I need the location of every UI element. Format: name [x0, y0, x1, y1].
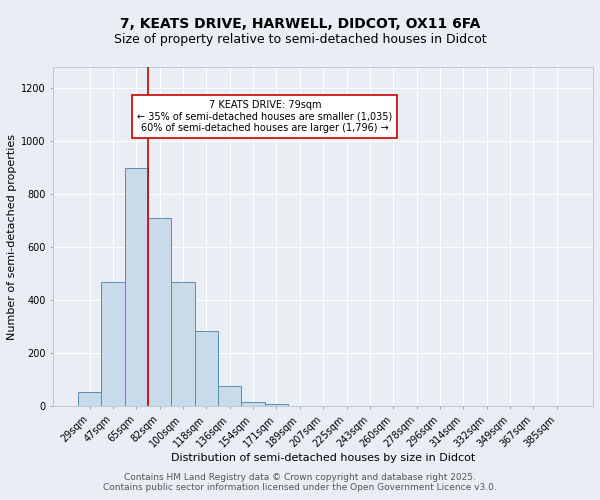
Bar	[148, 218, 172, 406]
Y-axis label: Number of semi-detached properties: Number of semi-detached properties	[7, 134, 17, 340]
Bar	[195, 330, 218, 406]
Bar	[78, 392, 101, 406]
Text: Contains HM Land Registry data © Crown copyright and database right 2025.
Contai: Contains HM Land Registry data © Crown c…	[103, 473, 497, 492]
Bar	[265, 404, 288, 406]
Bar	[218, 386, 241, 406]
Bar	[172, 282, 195, 406]
Text: 7, KEATS DRIVE, HARWELL, DIDCOT, OX11 6FA: 7, KEATS DRIVE, HARWELL, DIDCOT, OX11 6F…	[120, 18, 480, 32]
Bar	[241, 402, 265, 406]
Bar	[101, 282, 125, 406]
Bar	[125, 168, 148, 406]
Text: 7 KEATS DRIVE: 79sqm
← 35% of semi-detached houses are smaller (1,035)
60% of se: 7 KEATS DRIVE: 79sqm ← 35% of semi-detac…	[137, 100, 392, 134]
X-axis label: Distribution of semi-detached houses by size in Didcot: Distribution of semi-detached houses by …	[171, 453, 475, 463]
Text: Size of property relative to semi-detached houses in Didcot: Size of property relative to semi-detach…	[113, 32, 487, 46]
